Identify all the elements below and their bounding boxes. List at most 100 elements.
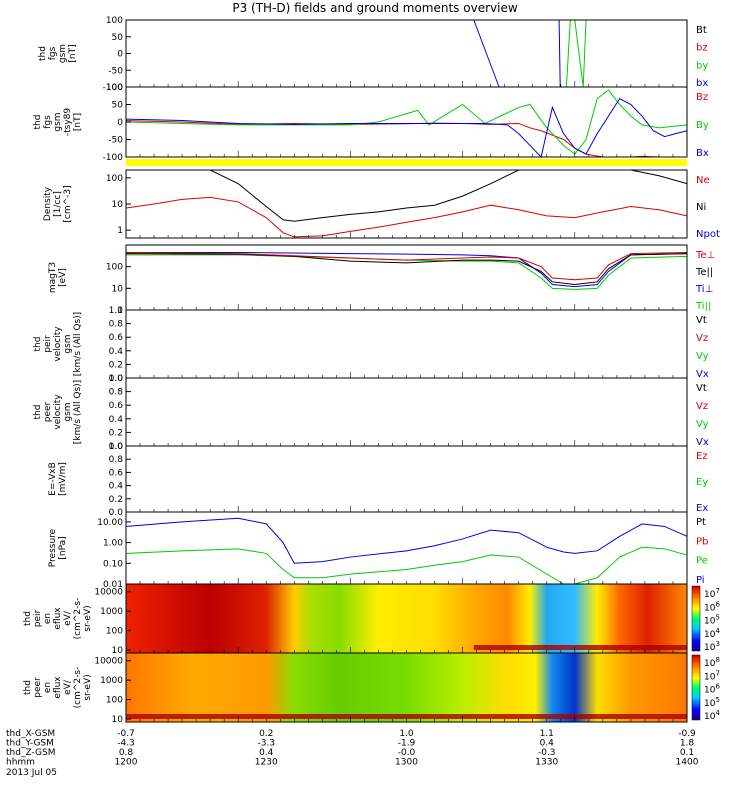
series-line-Ni xyxy=(126,169,688,222)
legend-entry: Pt xyxy=(696,517,706,528)
legend-entry: By xyxy=(696,120,709,131)
y-axis-label: Density xyxy=(43,186,53,221)
legend-entry: Ey xyxy=(696,477,708,488)
y-tick-label: 10000 xyxy=(94,588,123,598)
y-tick-label: 1.0 xyxy=(109,442,124,452)
x-axis-value: 0.4 xyxy=(259,748,274,758)
colorbar-tick-label: 105 xyxy=(704,696,720,709)
y-axis-label: [km/s (All Qs)] xyxy=(73,380,83,444)
panel-frame xyxy=(125,445,688,513)
y-tick-label: 1 xyxy=(117,226,123,236)
low-energy-band xyxy=(126,714,687,719)
legend-entry: Ne xyxy=(696,175,710,186)
y-axis-label: (cm^2-s- xyxy=(73,598,83,640)
y-tick-label: 0.0 xyxy=(109,442,124,452)
y-axis-label: [cm^-3] xyxy=(63,185,73,222)
legend-entry: Ni xyxy=(696,202,706,213)
panel-frame xyxy=(125,169,688,239)
x-axis-value: 1300 xyxy=(395,758,418,768)
y-axis-label: [eV] xyxy=(58,268,68,287)
y-tick-label: -100 xyxy=(103,153,124,163)
x-axis-value: 1200 xyxy=(115,758,138,768)
y-axis-label: en xyxy=(43,613,53,624)
y-axis-label: [1/cc] xyxy=(53,191,63,217)
y-tick-label: 1000 xyxy=(100,607,123,617)
x-axis-value: 1330 xyxy=(535,758,558,768)
y-tick-label: 0 xyxy=(117,118,123,128)
y-tick-label: 100 xyxy=(106,83,123,93)
x-axis-value: -3.3 xyxy=(257,739,275,749)
y-tick-label: 0.0 xyxy=(109,508,124,518)
colorbar-tick-label: 107 xyxy=(704,669,720,682)
quality-flag-bar xyxy=(126,159,687,166)
legend-entry: Bt xyxy=(696,25,707,36)
x-axis-value: -0.3 xyxy=(538,748,556,758)
series-line-bx xyxy=(473,19,500,88)
y-axis-label: [nT] xyxy=(73,113,83,131)
colorbar-tick-label: 105 xyxy=(704,614,720,627)
y-tick-label: -100 xyxy=(103,83,124,93)
legend-entry: Te|| xyxy=(695,267,713,278)
y-axis-label: E=-VxB xyxy=(48,462,58,496)
y-tick-label: 100 xyxy=(106,263,123,273)
series-line-Ti⊥ xyxy=(126,252,688,288)
y-axis-label: gsm xyxy=(63,402,73,421)
y-tick-label: 10 xyxy=(112,646,124,656)
panel-6: 1.0 0.8 0.6 0.4 0.2 0.0 Vt Vz Vy Vx thd peer velocit… xyxy=(33,374,709,452)
series-line-Te⊥ xyxy=(125,252,688,281)
x-axis-value: 0.4 xyxy=(540,739,555,749)
date-label: 2013 Jul 05 xyxy=(6,768,57,778)
y-axis-label: peir xyxy=(43,335,53,353)
panel-frame xyxy=(125,309,688,379)
legend-entry: Vx xyxy=(696,437,709,448)
x-axis-value: 1.1 xyxy=(540,729,554,739)
legend-entry: Bz xyxy=(696,92,708,103)
legend-entry: Ez xyxy=(696,451,708,462)
y-axis-label: gsm xyxy=(53,112,63,131)
y-tick-label: 1.00 xyxy=(103,539,123,549)
x-axis-value: -0.9 xyxy=(678,729,696,739)
y-axis-label: gsm xyxy=(58,44,68,63)
x-axis-row-label: thd_Y-GSM xyxy=(6,739,54,749)
y-tick-label: 100 xyxy=(106,627,123,637)
x-axis-value: 0.2 xyxy=(259,729,273,739)
x-axis-row-label: thd_Z-GSM xyxy=(6,748,55,758)
legend-entry: Vx xyxy=(696,369,709,380)
y-axis-label: thd xyxy=(38,46,48,61)
legend-entry: bz xyxy=(696,43,708,54)
x-axis-value: 0.8 xyxy=(119,748,134,758)
panel-frame xyxy=(125,377,688,447)
y-axis-label: magT3 xyxy=(48,262,58,293)
y-axis-label: Pressure xyxy=(48,528,58,567)
y-axis-label: eV/ xyxy=(63,610,73,626)
x-axis-value: -1.9 xyxy=(398,739,416,749)
legend-entry: Pb xyxy=(696,536,708,547)
legend-entry: Vz xyxy=(696,401,708,412)
panel-5: 1.0 0.8 0.6 0.4 0.2 0.0 Vt Vz Vy Vx thd peir velocit… xyxy=(33,306,709,384)
colorbar-tick-label: 108 xyxy=(704,656,720,669)
series-line-By xyxy=(125,89,688,155)
y-axis-label: peer xyxy=(33,677,43,698)
y-tick-label: 0 xyxy=(117,50,123,60)
y-tick-label: 10 xyxy=(112,284,124,294)
colorbar-tick-label: 106 xyxy=(704,683,720,696)
y-tick-label: 0.6 xyxy=(109,468,124,478)
y-tick-label: 100 xyxy=(106,174,123,184)
x-axis-value: -0.0 xyxy=(398,748,416,758)
series-line-by xyxy=(565,19,587,88)
y-axis-label: eflux xyxy=(53,676,63,699)
colorbar-tick-label: 104 xyxy=(704,627,720,640)
y-axis-label: peir xyxy=(33,609,43,627)
y-tick-label: 0.4 xyxy=(109,347,124,357)
panel-1: 100 50 0 -50 -100 Bt bz by bx thd fgs gsm [nT] xyxy=(38,16,708,93)
y-axis-label: fgs xyxy=(48,46,58,60)
y-axis-label: fgs xyxy=(43,115,53,129)
colorbar-tick-label: 103 xyxy=(704,640,720,653)
y-tick-label: 1000 xyxy=(100,676,123,686)
y-tick-label: -50 xyxy=(108,66,123,76)
y-tick-label: 0.8 xyxy=(109,388,124,398)
x-axis-value: -0.7 xyxy=(117,729,135,739)
